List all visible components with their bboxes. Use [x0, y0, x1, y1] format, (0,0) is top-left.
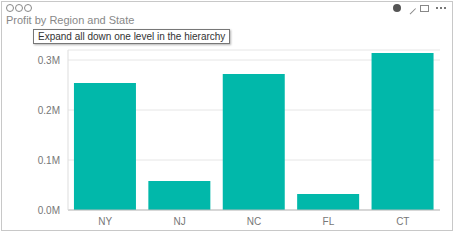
html-text:Profit by Region and State: Profit by Region and State: [6, 14, 135, 26]
html-text:Expand all down one level in t: Expand all down one level in the hierarc…: [38, 31, 226, 42]
svg-text:0.1M: 0.1M: [38, 155, 60, 166]
svg-text:0.2M: 0.2M: [38, 105, 60, 116]
svg-text:FL: FL: [323, 216, 335, 227]
svg-text:NJ: NJ: [173, 216, 185, 227]
svg-text:0.0M: 0.0M: [38, 205, 60, 216]
svg-text:CT: CT: [396, 216, 409, 227]
svg-text:NY: NY: [98, 216, 112, 227]
svg-text:0.3M: 0.3M: [38, 55, 60, 66]
svg-text:NC: NC: [247, 216, 261, 227]
